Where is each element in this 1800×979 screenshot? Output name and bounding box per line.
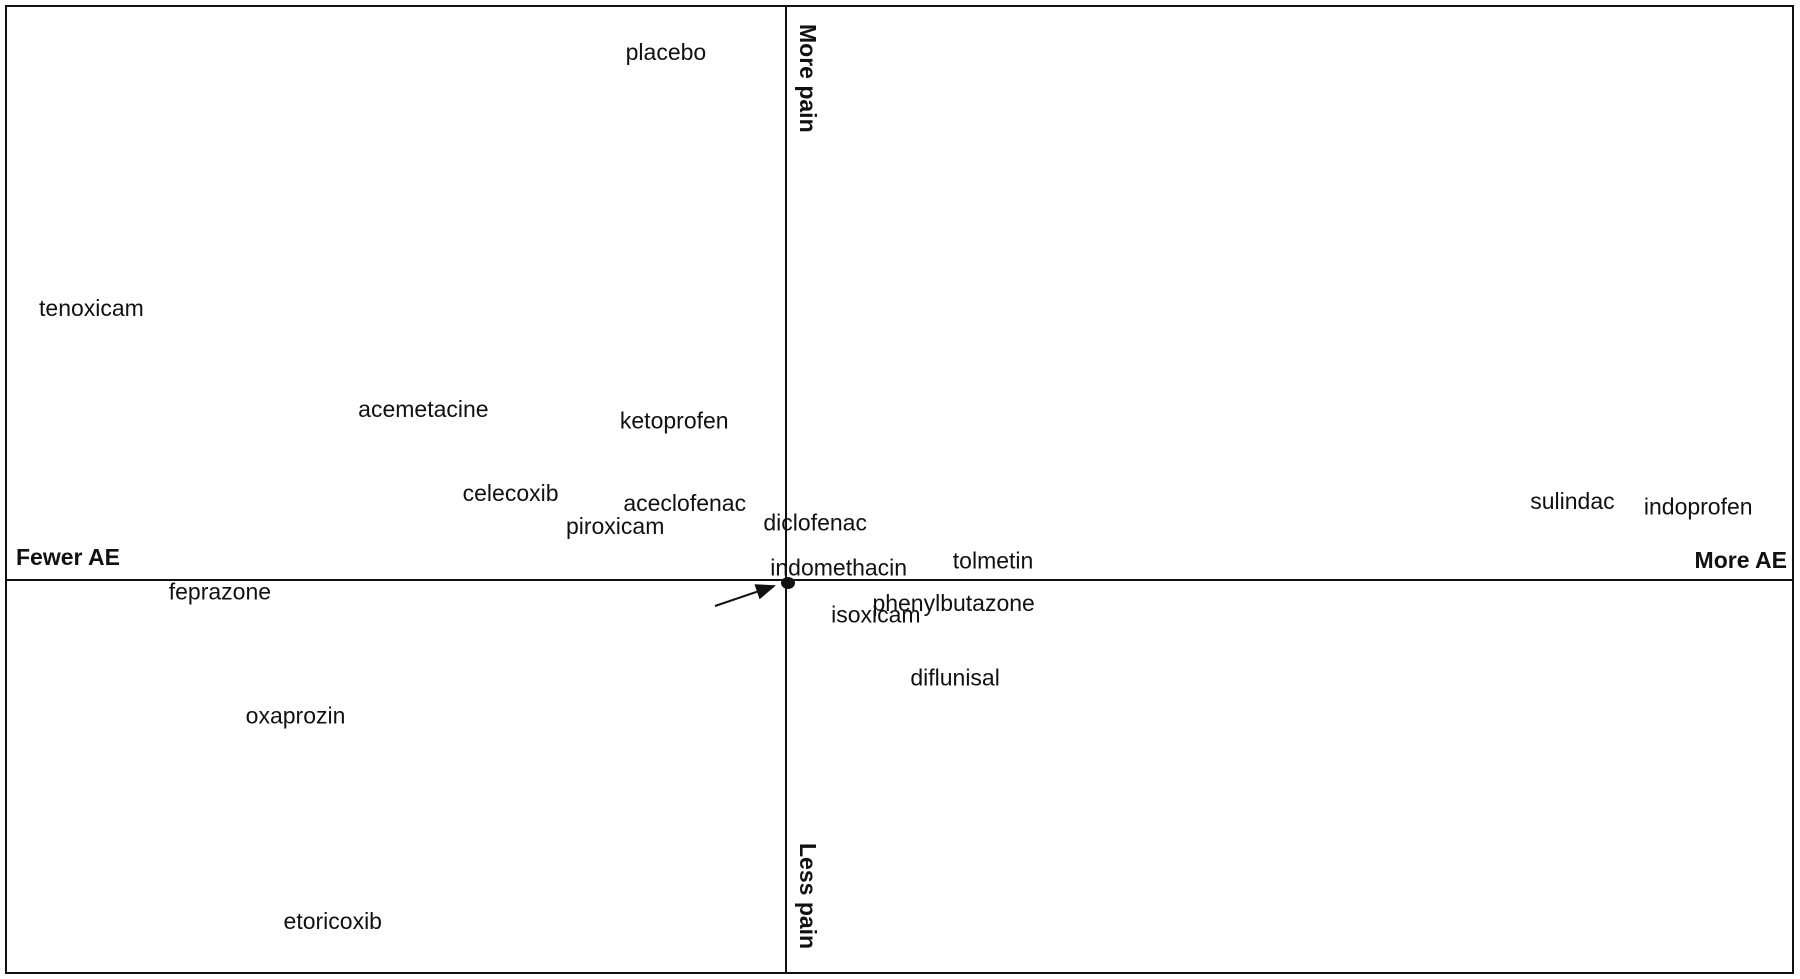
origin-dot — [781, 577, 795, 589]
frame — [5, 5, 1794, 974]
drug-label: feprazone — [169, 579, 271, 605]
axis-label: Less pain — [795, 843, 821, 949]
drug-label: celecoxib — [463, 480, 559, 506]
drug-label: diflunisal — [910, 665, 1000, 691]
drug-label: tenoxicam — [39, 295, 144, 321]
drug-label: oxaprozin — [246, 703, 346, 729]
drug-label: placebo — [626, 39, 707, 65]
drug-label: ketoprofen — [620, 408, 729, 434]
axis-label: Fewer AE — [16, 544, 120, 570]
drug-label: aceclofenac — [623, 490, 746, 516]
drug-label: piroxicam — [566, 513, 664, 539]
axis-label: More pain — [795, 24, 821, 133]
drug-label: acemetacine — [358, 396, 488, 422]
drug-label: indoprofen — [1644, 494, 1753, 520]
drug-label: phenylbutazone — [872, 590, 1034, 616]
arrow — [714, 584, 776, 607]
drug-label: sulindac — [1530, 488, 1614, 514]
drug-label: diclofenac — [763, 510, 867, 536]
drug-label: tolmetin — [953, 548, 1034, 574]
axis-label: More AE — [1695, 547, 1787, 573]
drug-label: isoxicam — [831, 602, 920, 628]
drug-label: indomethacin — [770, 554, 907, 580]
drug-label: etoricoxib — [284, 908, 382, 934]
